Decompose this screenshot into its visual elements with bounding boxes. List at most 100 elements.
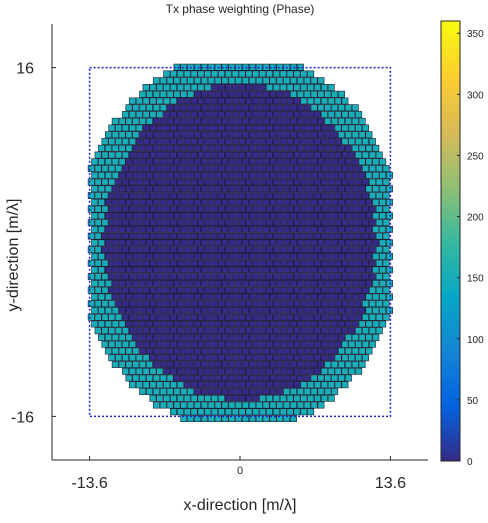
array-element: [170, 367, 177, 375]
array-element: [300, 138, 308, 145]
array-element: [91, 171, 99, 179]
array-element: [262, 401, 270, 409]
array-element: [190, 327, 198, 335]
array-element: [255, 239, 263, 247]
array-element: [176, 219, 184, 227]
array-element: [259, 219, 267, 227]
array-element: [176, 246, 184, 254]
array-element: [344, 374, 352, 382]
array-element: [272, 408, 280, 416]
array-element: [149, 300, 157, 308]
array-element: [317, 401, 325, 409]
array-element: [307, 340, 315, 348]
array-element: [245, 246, 253, 254]
array-element: [324, 239, 332, 247]
array-element: [242, 374, 249, 382]
array-element: [156, 111, 164, 118]
array-element: [183, 70, 191, 78]
array-element: [324, 144, 332, 152]
array-element: [187, 293, 195, 301]
array-element: [324, 198, 332, 206]
array-element: [365, 212, 373, 220]
array-element: [276, 252, 284, 260]
array-element: [310, 144, 318, 152]
array-element: [355, 165, 363, 172]
array-element: [173, 334, 181, 341]
array-element: [255, 388, 263, 395]
array-element: [272, 138, 280, 145]
array-element: [228, 198, 236, 206]
array-element: [111, 347, 119, 355]
array-element: [286, 259, 294, 267]
array-element: [362, 313, 369, 321]
array-element: [122, 111, 129, 118]
array-element: [296, 252, 304, 260]
array-element: [142, 259, 150, 267]
array-element: [159, 198, 167, 206]
array-element: [252, 354, 260, 362]
array-element: [218, 111, 225, 118]
array-element: [142, 354, 150, 362]
array-element: [351, 307, 359, 314]
array-element: [231, 246, 239, 254]
array-element: [283, 198, 291, 206]
array-element: [314, 381, 321, 389]
array-element: [248, 401, 256, 409]
array-element: [190, 232, 198, 240]
array-element: [317, 320, 325, 328]
array-element: [286, 313, 294, 321]
array-element: [221, 158, 229, 166]
array-element: [296, 212, 304, 220]
array-element: [194, 347, 201, 355]
array-element: [101, 327, 109, 335]
array-element: [156, 205, 164, 213]
array-element: [286, 246, 294, 254]
array-element: [245, 97, 253, 105]
array-element: [166, 347, 174, 355]
array-element: [166, 198, 174, 206]
array-element: [94, 165, 102, 172]
array-element: [218, 124, 225, 132]
array-element: [163, 340, 171, 348]
array-element: [290, 104, 297, 112]
array-element: [362, 246, 369, 254]
array-element: [142, 111, 150, 118]
array-element: [303, 198, 311, 206]
array-element: [142, 246, 150, 254]
array-element: [303, 252, 311, 260]
array-element: [248, 361, 256, 368]
array-element: [290, 77, 297, 85]
array-element: [344, 117, 352, 125]
array-element: [365, 266, 373, 274]
array-element: [269, 293, 277, 301]
array-element: [163, 178, 171, 186]
array-element: [87, 300, 95, 308]
array-element: [307, 219, 315, 227]
array-element: [159, 401, 167, 409]
array-element: [218, 273, 225, 281]
array-element: [176, 111, 184, 118]
array-element: [310, 320, 318, 328]
array-element: [242, 415, 249, 422]
array-element: [159, 266, 167, 274]
array-element: [334, 151, 342, 159]
array-element: [348, 286, 356, 294]
array-element: [146, 158, 153, 166]
array-element: [101, 138, 109, 145]
array-element: [200, 347, 208, 355]
array-element: [166, 144, 174, 152]
array-element: [245, 408, 253, 416]
array-element: [101, 219, 109, 227]
array-element: [310, 347, 318, 355]
array-element: [173, 320, 181, 328]
array-element: [197, 192, 205, 199]
array-element: [204, 394, 212, 402]
array-element: [122, 327, 129, 335]
array-element: [269, 266, 277, 274]
array-element: [170, 354, 177, 362]
array-element: [334, 205, 342, 213]
array-element: [362, 340, 369, 348]
array-element: [111, 361, 119, 368]
array-element: [327, 165, 335, 172]
array-element: [296, 117, 304, 125]
